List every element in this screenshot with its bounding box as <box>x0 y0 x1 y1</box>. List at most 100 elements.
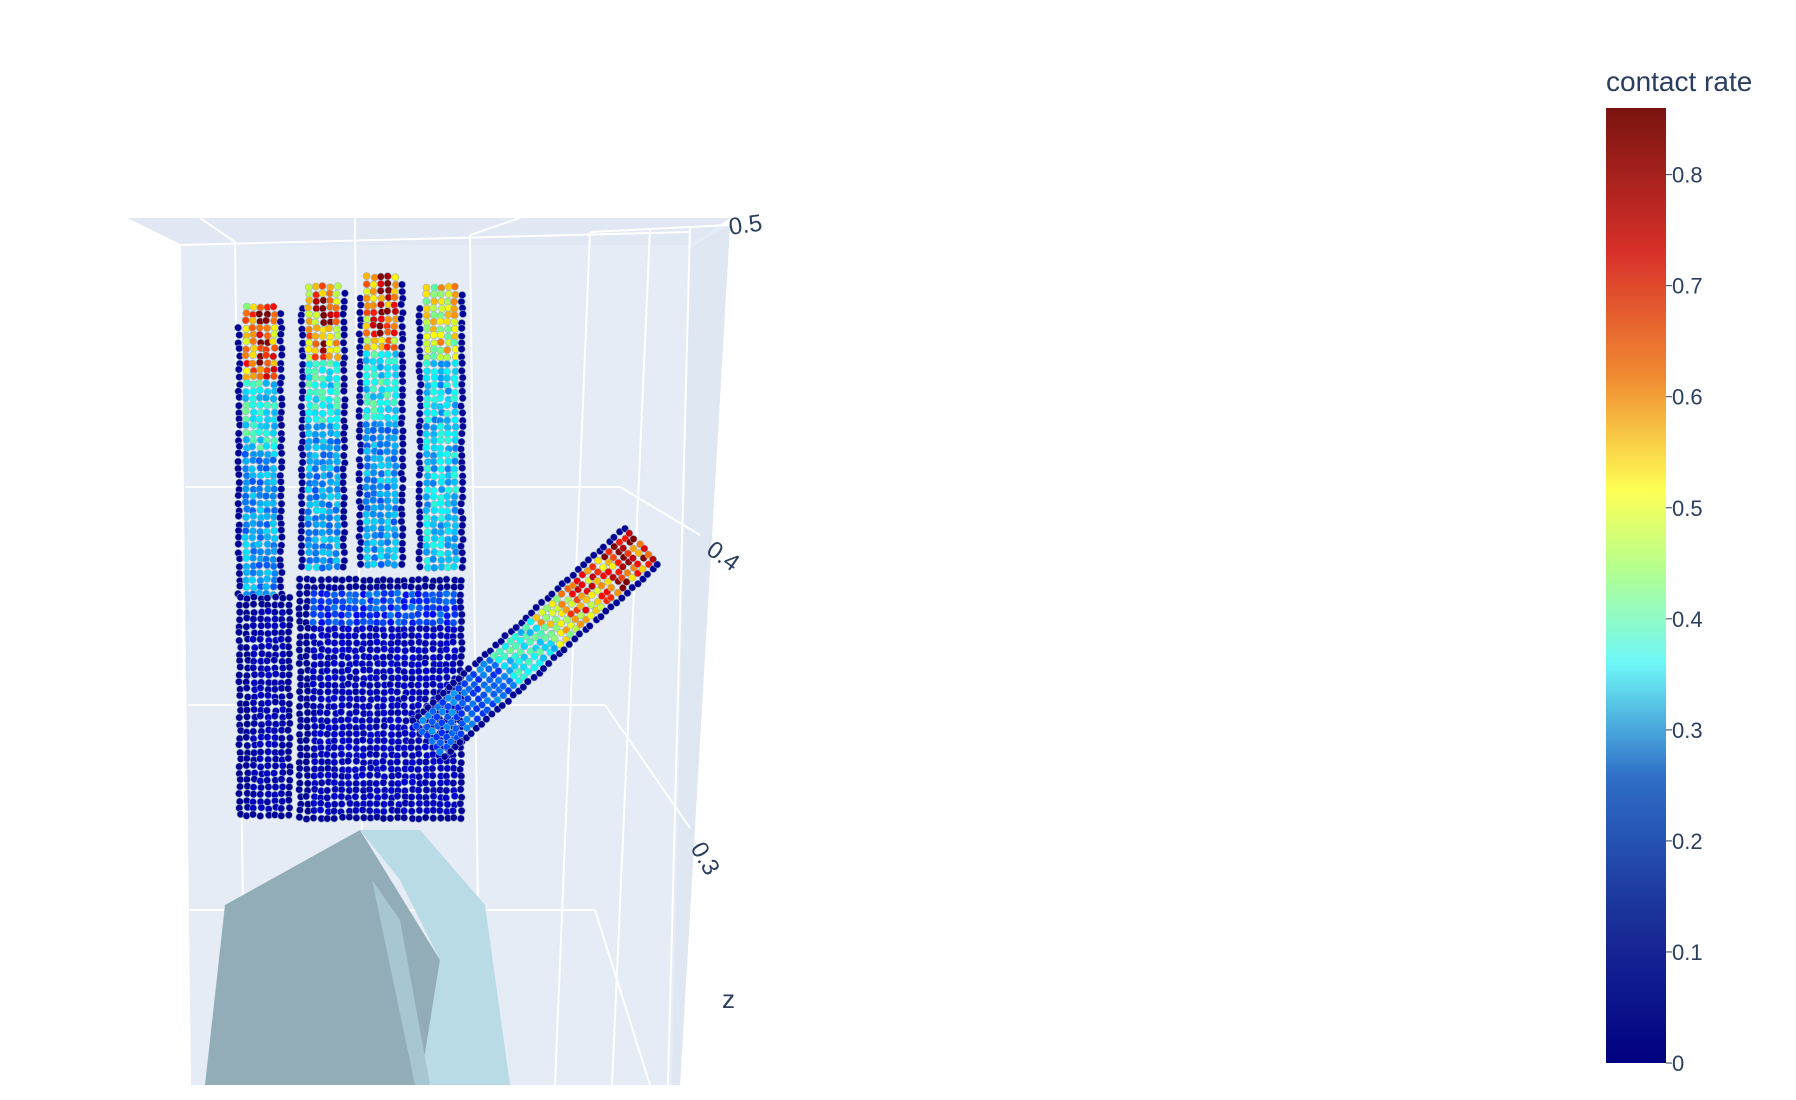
contact-point <box>607 603 615 611</box>
contact-point <box>429 541 438 549</box>
contact-point <box>500 672 509 681</box>
contact-point <box>263 359 272 367</box>
contact-point <box>372 625 380 634</box>
contact-point <box>501 631 509 640</box>
contact-point <box>442 597 450 606</box>
contact-point <box>459 535 467 544</box>
contact-point <box>277 485 286 493</box>
contact-point <box>450 394 459 403</box>
contact-point <box>340 443 349 452</box>
contact-point <box>401 708 409 717</box>
colorbar[interactable]: contact rate 0.80.70.60.50.40.30.20.10 <box>1606 66 1752 1076</box>
contact-point <box>284 635 293 644</box>
contact-point <box>304 541 313 550</box>
contact-point <box>583 567 592 575</box>
contact-points[interactable] <box>234 272 662 823</box>
contact-point <box>339 471 348 480</box>
contact-point <box>379 582 387 591</box>
contact-point <box>304 528 313 537</box>
contact-point <box>249 527 257 535</box>
contact-point <box>249 337 258 346</box>
contact-point <box>429 806 438 815</box>
contact-point <box>310 757 319 766</box>
contact-point <box>479 660 488 669</box>
contact-point <box>457 332 466 341</box>
contact-point <box>372 758 380 767</box>
contact-point <box>558 600 566 609</box>
contact-point <box>337 716 346 724</box>
contact-point <box>628 583 637 592</box>
contact-point <box>330 583 339 592</box>
contact-point <box>444 693 453 702</box>
contact-point <box>640 544 649 553</box>
contact-point <box>339 464 347 473</box>
contact-point <box>539 664 548 673</box>
contact-point <box>319 535 328 544</box>
contact-point <box>317 722 326 731</box>
contact-point <box>234 401 243 410</box>
contact-point <box>242 554 250 563</box>
contact-point <box>450 514 459 523</box>
contact-point <box>298 387 307 396</box>
contact-point <box>430 563 439 572</box>
contact-point <box>415 388 424 397</box>
contact-point <box>255 561 264 570</box>
contact-point <box>386 611 395 620</box>
contact-point <box>369 399 378 408</box>
contact-point <box>351 792 360 801</box>
contact-point <box>366 814 375 822</box>
contact-point <box>397 419 406 428</box>
contact-point <box>256 365 265 374</box>
contact-point <box>548 590 556 598</box>
contact-point <box>269 372 278 381</box>
contact-point <box>449 757 458 765</box>
contact-point <box>430 436 438 445</box>
contact-point <box>285 691 294 700</box>
contact-point <box>449 597 458 606</box>
contact-point <box>312 436 321 445</box>
contact-point <box>429 814 438 823</box>
contact-point <box>311 353 320 361</box>
contact-point <box>284 754 293 763</box>
contact-point <box>653 560 662 569</box>
contact-point <box>619 584 627 592</box>
contact-point <box>258 649 266 658</box>
contact-point <box>352 785 360 794</box>
contact-point <box>428 610 437 619</box>
contact-point <box>530 673 538 682</box>
contact-point <box>325 368 334 376</box>
contact-point <box>390 293 399 302</box>
contact-point <box>358 687 367 696</box>
contact-point <box>457 638 466 647</box>
contact-point <box>443 492 451 501</box>
contact-point <box>340 520 349 529</box>
contact-point <box>249 303 258 311</box>
contact-point <box>243 720 252 728</box>
contact-point <box>305 360 314 369</box>
contact-point <box>402 716 410 725</box>
contact-point <box>415 799 424 808</box>
contact-point <box>430 373 439 382</box>
contact-point <box>326 492 335 501</box>
contact-point <box>323 717 332 725</box>
contact-point <box>398 322 407 331</box>
contact-point <box>241 316 250 325</box>
contact-point <box>601 607 610 615</box>
contact-point <box>458 394 467 403</box>
contact-point <box>442 604 450 613</box>
contact-point <box>379 807 388 816</box>
contact-point <box>242 622 251 631</box>
contact-point <box>345 786 354 795</box>
contact-point <box>365 785 374 794</box>
contact-point <box>415 480 424 488</box>
contact-point <box>269 492 278 501</box>
contact-point <box>526 617 535 626</box>
contact-point <box>298 339 307 348</box>
contact-point <box>370 370 379 379</box>
contact-point <box>330 730 339 739</box>
contact-point <box>324 618 333 626</box>
contact-point <box>340 548 349 557</box>
contact-point <box>398 440 407 448</box>
contact-point <box>257 803 266 812</box>
